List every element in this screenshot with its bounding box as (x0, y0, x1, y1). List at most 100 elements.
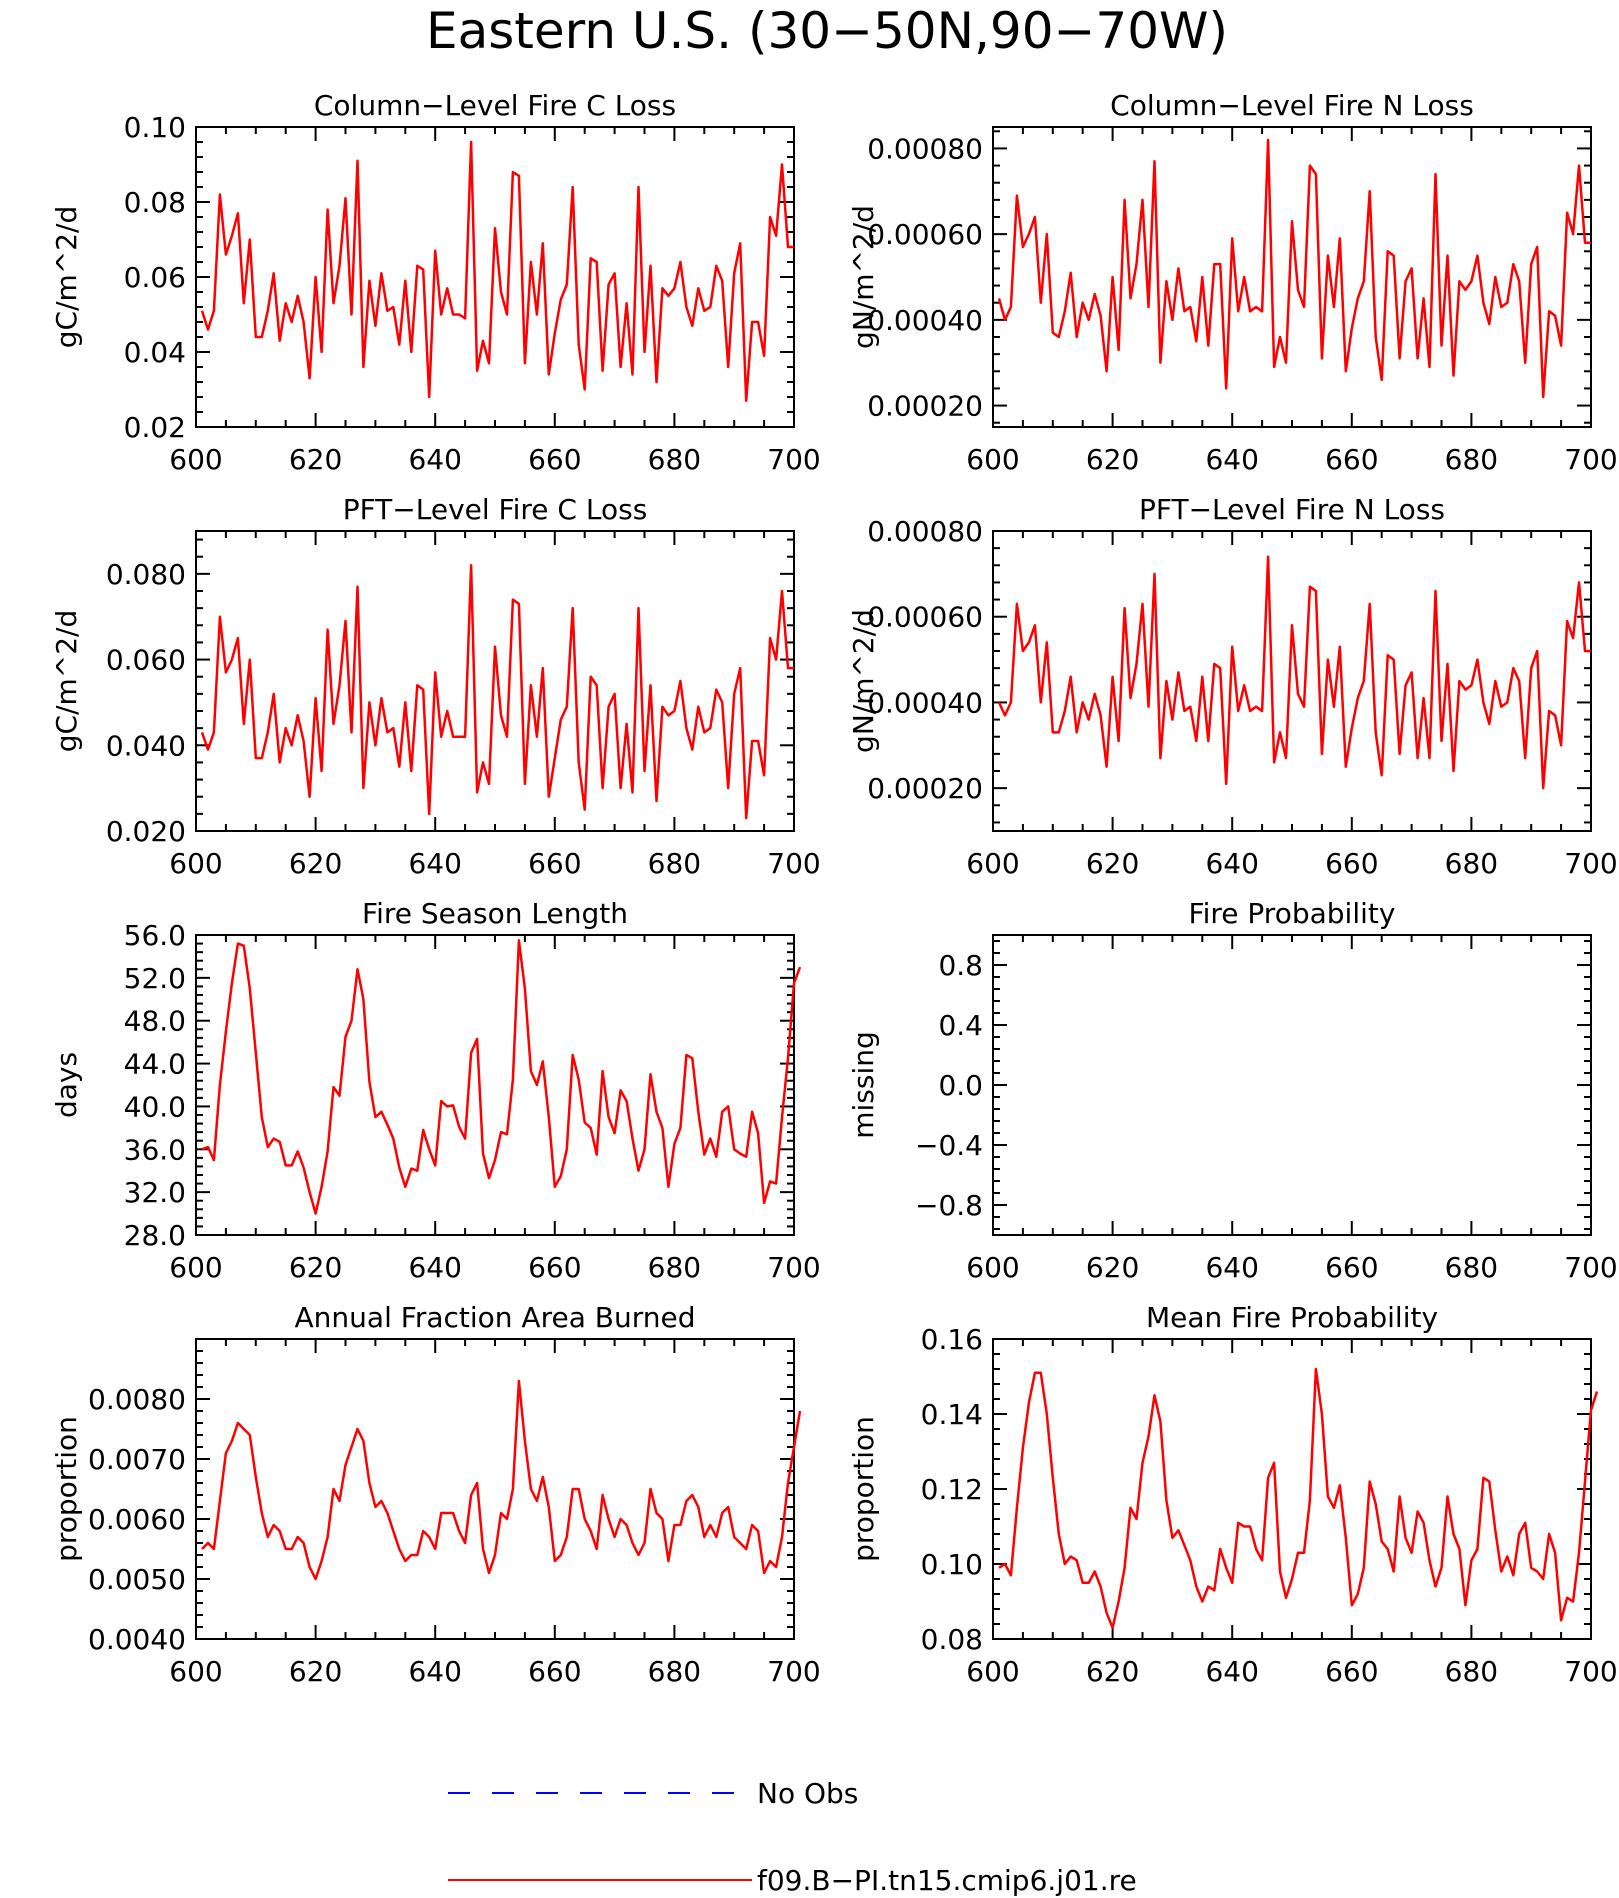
x-tick-label: 620 (289, 1655, 342, 1688)
y-tick-label: 0.00040 (867, 686, 983, 719)
y-tick-label: 28.0 (124, 1219, 186, 1252)
y-tick-label: 0.08 (124, 186, 186, 219)
chart-panel: Annual Fraction Area Burned proportion 600… (50, 1301, 821, 1688)
chart-panel: Column−Level Fire N Loss gN/m^2/d 600 620 64… (847, 89, 1618, 476)
y-axis-label: gC/m^2/d (50, 610, 83, 753)
y-tick-label: 0.8 (938, 949, 983, 982)
x-tick-label: 620 (289, 443, 342, 476)
panel-title: Fire Season Length (362, 897, 628, 930)
x-tick-label: 640 (1205, 1251, 1258, 1284)
y-axis-label: gN/m^2/d (847, 609, 880, 753)
panel-title: PFT−Level Fire N Loss (1139, 493, 1445, 526)
y-axis-label: gN/m^2/d (847, 205, 880, 349)
x-tick-label: 600 (169, 1251, 222, 1284)
plot-frame (195, 1338, 795, 1640)
panel-title: PFT−Level Fire C Loss (343, 493, 648, 526)
x-tick-label: 680 (1445, 1655, 1498, 1688)
x-tick-label: 660 (528, 1655, 581, 1688)
y-tick-label: −0.8 (915, 1189, 983, 1222)
plot-frame (992, 1338, 1592, 1640)
y-tick-label: 0.06 (124, 261, 186, 294)
x-tick-label: 640 (408, 847, 461, 880)
y-tick-label: 36.0 (124, 1133, 186, 1166)
y-tick-label: 44.0 (124, 1048, 186, 1081)
legend: No Obs f09.B−PI.tn15.cmip6.j01.re (448, 1777, 1137, 1897)
y-tick-label: 0.10 (124, 111, 186, 144)
y-tick-label: 40.0 (124, 1090, 186, 1123)
x-tick-label: 700 (767, 1655, 820, 1688)
x-tick-label: 600 (966, 1251, 1019, 1284)
x-tick-label: 620 (1086, 443, 1139, 476)
y-tick-label: 0.00040 (867, 304, 983, 337)
x-tick-label: 680 (1445, 1251, 1498, 1284)
y-tick-label: 32.0 (124, 1176, 186, 1209)
y-tick-label: 56.0 (124, 919, 186, 952)
x-tick-label: 660 (1325, 1251, 1378, 1284)
x-tick-label: 600 (169, 1655, 222, 1688)
x-tick-label: 680 (648, 1655, 701, 1688)
x-tick-label: 600 (966, 847, 1019, 880)
x-tick-label: 680 (648, 1251, 701, 1284)
legend-label-model: f09.B−PI.tn15.cmip6.j01.re (757, 1864, 1137, 1897)
x-tick-label: 600 (966, 443, 1019, 476)
y-axis-label: days (50, 1052, 83, 1118)
y-tick-label: 48.0 (124, 1005, 186, 1038)
x-tick-label: 640 (1205, 1655, 1258, 1688)
x-tick-label: 640 (408, 443, 461, 476)
chart-panel: PFT−Level Fire C Loss gC/m^2/d 600 620 640 66… (50, 493, 821, 880)
x-tick-label: 680 (648, 847, 701, 880)
y-tick-label: 0.16 (921, 1323, 983, 1356)
y-tick-label: 0.0060 (88, 1503, 186, 1536)
y-tick-label: 0.02 (124, 411, 186, 444)
y-tick-label: 0.04 (124, 336, 186, 369)
plot-frame (195, 126, 795, 428)
x-tick-label: 600 (966, 1655, 1019, 1688)
y-tick-label: 0.10 (921, 1548, 983, 1581)
y-tick-label: 0.12 (921, 1473, 983, 1506)
x-tick-label: 680 (1445, 847, 1498, 880)
x-tick-label: 700 (1564, 1251, 1617, 1284)
panel-title: Mean Fire Probability (1146, 1301, 1438, 1334)
x-tick-label: 680 (1445, 443, 1498, 476)
series-line (997, 138, 1591, 399)
y-tick-label: 0.0050 (88, 1563, 186, 1596)
y-tick-label: 0.0040 (88, 1623, 186, 1656)
y-tick-label: 0.0080 (88, 1383, 186, 1416)
x-tick-label: 620 (1086, 847, 1139, 880)
legend-label-no-obs: No Obs (757, 1777, 858, 1810)
panel-title: Column−Level Fire C Loss (314, 89, 676, 122)
x-tick-label: 600 (169, 847, 222, 880)
x-tick-label: 640 (408, 1655, 461, 1688)
x-tick-label: 660 (1325, 443, 1378, 476)
x-tick-label: 660 (1325, 1655, 1378, 1688)
x-tick-label: 620 (1086, 1655, 1139, 1688)
figure-title: Eastern U.S. (30−50N,90−70W) (426, 2, 1228, 60)
x-tick-label: 660 (528, 847, 581, 880)
x-tick-label: 700 (767, 847, 820, 880)
series-line (201, 939, 802, 1215)
y-tick-label: 0.020 (106, 815, 186, 848)
x-tick-label: 660 (528, 443, 581, 476)
panels: Column−Level Fire C Loss gC/m^2/d 600 620 64… (50, 89, 1618, 1688)
x-tick-label: 620 (289, 1251, 342, 1284)
panel-title: Column−Level Fire N Loss (1110, 89, 1474, 122)
x-tick-label: 660 (528, 1251, 581, 1284)
y-tick-label: 0.080 (106, 558, 186, 591)
plot-frame (195, 530, 795, 832)
plot-frame (992, 126, 1592, 428)
y-tick-label: 0.040 (106, 729, 186, 762)
x-tick-label: 700 (1564, 443, 1617, 476)
chart-panel: Column−Level Fire C Loss gC/m^2/d 600 620 64… (50, 89, 821, 476)
plot-frame (992, 934, 1592, 1236)
plot-frame (195, 934, 795, 1236)
y-tick-label: 0.00060 (867, 218, 983, 251)
y-tick-label: 0.00020 (867, 390, 983, 423)
series-line (998, 1367, 1599, 1630)
series-line (200, 140, 794, 403)
x-tick-label: 620 (289, 847, 342, 880)
y-tick-label: 0.0 (938, 1069, 983, 1102)
y-tick-label: 0.060 (106, 644, 186, 677)
x-tick-label: 620 (1086, 1251, 1139, 1284)
y-tick-label: 0.00080 (867, 515, 983, 548)
x-tick-label: 680 (648, 443, 701, 476)
